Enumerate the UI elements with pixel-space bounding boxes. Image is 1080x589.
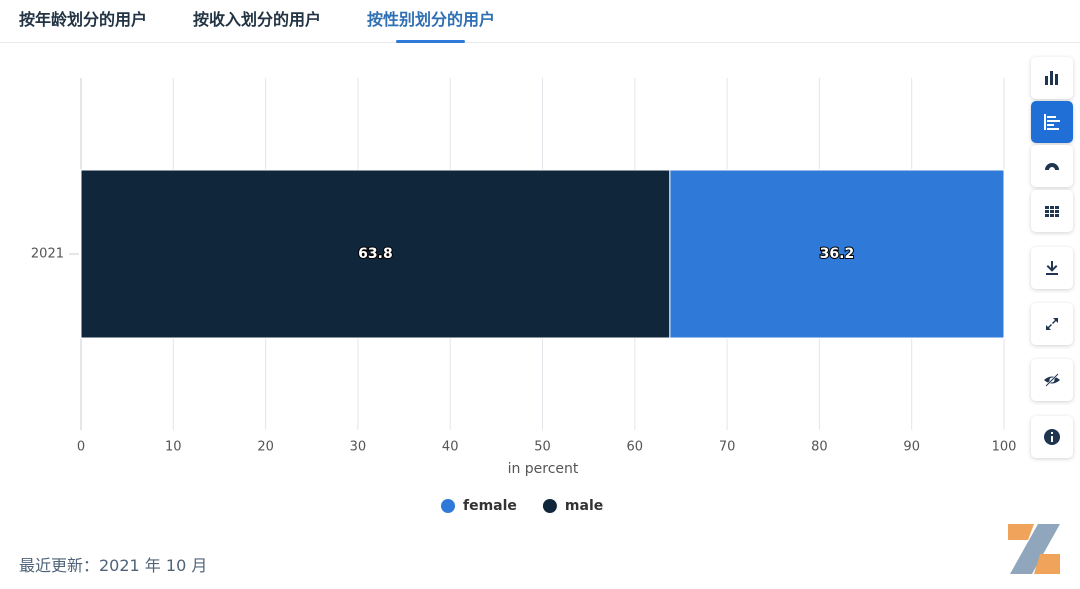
x-tick-label: 80 [811,440,828,455]
legend-marker [441,499,455,513]
button-table[interactable] [1031,190,1073,232]
x-tick-label: 70 [719,440,736,455]
y-tick-label: 2021 [31,247,64,262]
data-label: 36.2 [820,246,855,262]
logo [1008,524,1060,574]
x-tick-label: 20 [257,440,274,455]
last-updated: 最近更新：2021 年 10 月 [19,556,208,575]
x-tick-label: 50 [534,440,551,455]
tab-active[interactable]: 按性别划分的用户 [367,10,496,29]
button-fullscreen[interactable] [1031,303,1073,345]
x-tick-label: 10 [165,440,182,455]
bar-segment [80,169,671,339]
tab-indicator [396,40,465,43]
x-tick-label: 60 [627,440,644,455]
x-tick-label: 90 [903,440,920,455]
x-tick-label: 0 [77,440,85,455]
x-tick-label: 100 [992,440,1017,455]
tab[interactable]: 按收入划分的用户 [193,10,322,29]
x-axis-label: in percent [508,461,579,477]
button-download[interactable] [1031,247,1073,289]
button-column-chart[interactable] [1031,57,1073,99]
data-label: 63.8 [358,246,393,262]
x-tick-label: 40 [442,440,459,455]
x-tick-label: 30 [350,440,367,455]
button-bar-chart[interactable] [1031,101,1073,143]
chart: in percent 0 10 20 30 40 50 60 70 80 90 100 2021 63.… [31,78,1017,514]
legend-marker [542,499,557,513]
legend-label: male [565,498,603,514]
legend-label: female [463,498,517,514]
tab[interactable]: 按年龄划分的用户 [19,10,148,29]
button-info[interactable] [1031,416,1073,458]
button-gauge-chart[interactable] [1031,145,1073,187]
button-hide[interactable] [1031,359,1073,401]
tab-divider [0,42,1080,43]
bar-segment [669,169,1005,339]
